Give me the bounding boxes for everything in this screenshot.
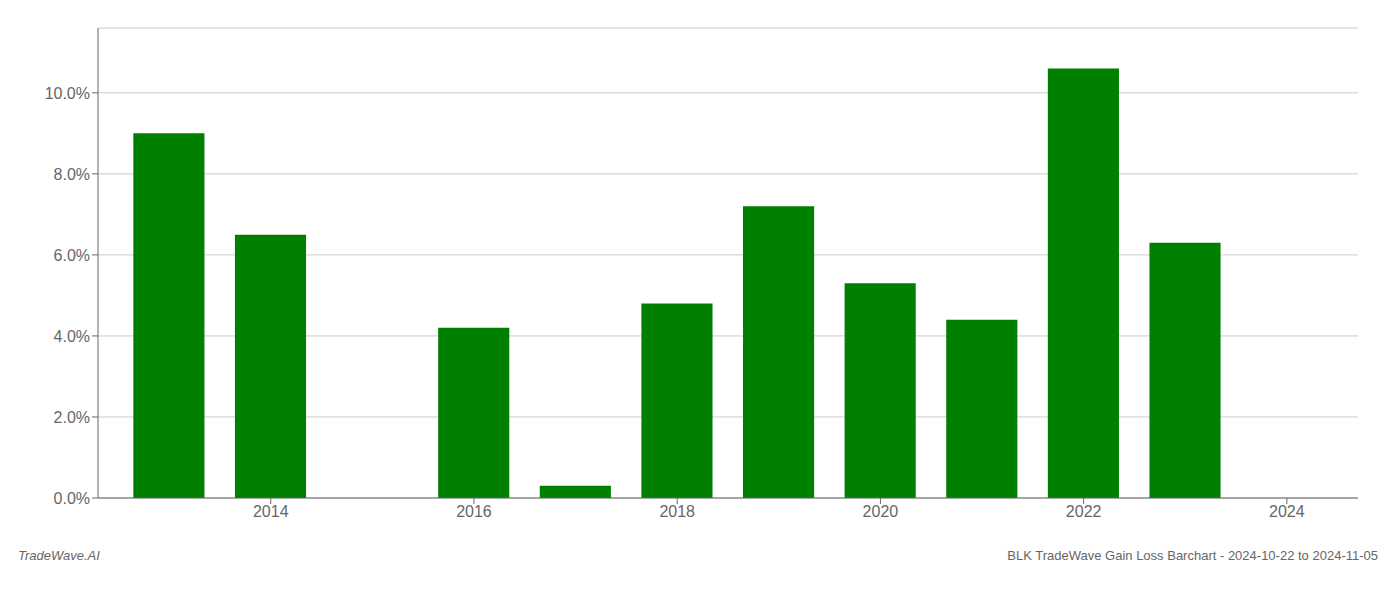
svg-text:0.0%: 0.0% <box>54 490 90 507</box>
svg-text:2.0%: 2.0% <box>54 409 90 426</box>
svg-text:10.0%: 10.0% <box>45 85 90 102</box>
svg-text:2018: 2018 <box>659 503 695 520</box>
html-text:BLK TradeWave Gain Loss Barcha: BLK TradeWave Gain Loss Barchart - 2024-… <box>1007 548 1378 563</box>
svg-text:6.0%: 6.0% <box>54 247 90 264</box>
svg-text:2022: 2022 <box>1066 503 1102 520</box>
svg-text:2020: 2020 <box>863 503 899 520</box>
svg-text:8.0%: 8.0% <box>54 166 90 183</box>
html-text:TradeWave.AI: TradeWave.AI <box>18 548 100 563</box>
svg-text:2014: 2014 <box>253 503 289 520</box>
svg-text:4.0%: 4.0% <box>54 328 90 345</box>
svg-text:2024: 2024 <box>1269 503 1305 520</box>
svg-text:2016: 2016 <box>456 503 492 520</box>
